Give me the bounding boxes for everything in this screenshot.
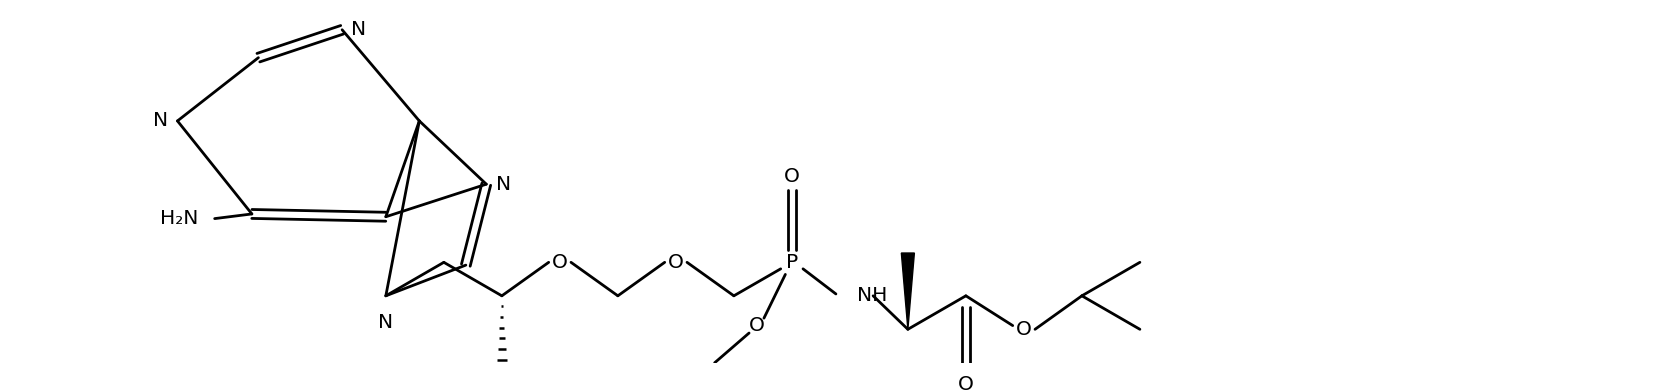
Text: P: P <box>785 253 798 272</box>
Text: N: N <box>378 312 393 332</box>
Text: O: O <box>552 253 567 272</box>
Text: O: O <box>668 253 683 272</box>
Text: N: N <box>351 20 366 39</box>
Text: N: N <box>152 112 167 130</box>
Text: N: N <box>495 175 510 194</box>
Text: O: O <box>748 316 765 335</box>
Text: O: O <box>783 167 800 186</box>
Text: NH: NH <box>857 286 887 305</box>
Text: O: O <box>1016 320 1031 339</box>
Text: O: O <box>957 375 974 390</box>
Polygon shape <box>900 253 913 329</box>
Text: H₂N: H₂N <box>161 209 199 228</box>
